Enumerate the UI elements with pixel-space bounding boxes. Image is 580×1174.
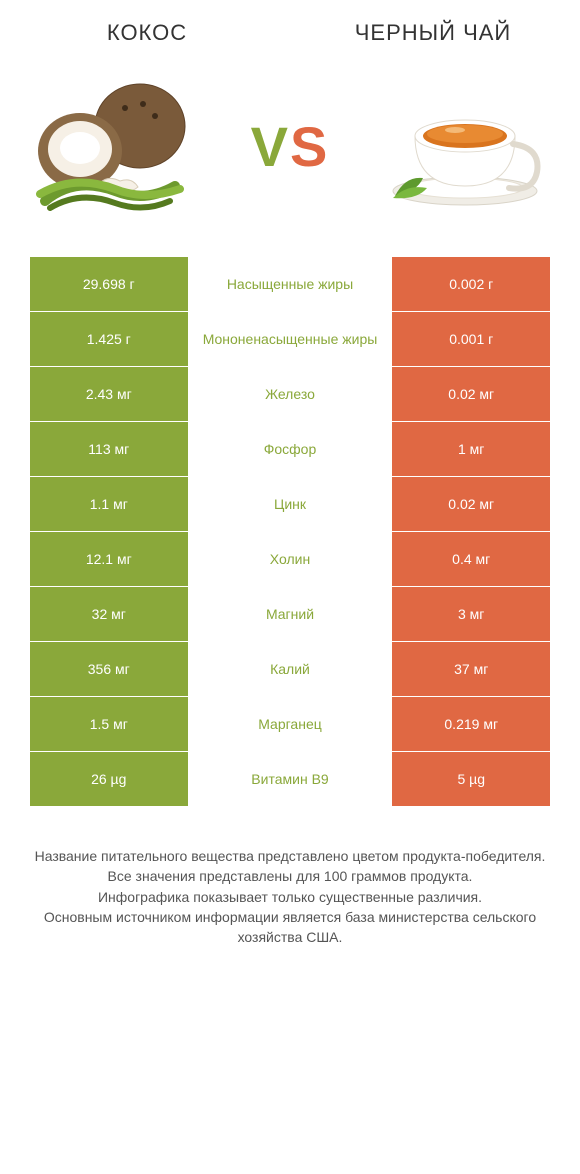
- value-right: 0.219 мг: [392, 697, 550, 751]
- value-left: 356 мг: [30, 642, 188, 696]
- value-left: 29.698 г: [30, 257, 188, 311]
- table-row: 1.5 мгМарганец0.219 мг: [30, 696, 550, 751]
- tea-cup-icon: [375, 66, 555, 226]
- value-right: 37 мг: [392, 642, 550, 696]
- nutrient-label: Фосфор: [188, 422, 393, 476]
- value-left: 2.43 мг: [30, 367, 188, 421]
- value-left: 1.425 г: [30, 312, 188, 366]
- table-row: 12.1 мгХолин0.4 мг: [30, 531, 550, 586]
- nutrient-label: Мононенасыщенные жиры: [188, 312, 393, 366]
- footer-line: Название питательного вещества представл…: [30, 846, 550, 866]
- hero-row: VS: [0, 56, 580, 256]
- value-left: 32 мг: [30, 587, 188, 641]
- table-row: 29.698 гНасыщенные жиры0.002 г: [30, 256, 550, 311]
- title-left: КОКОС: [30, 20, 264, 46]
- value-left: 26 µg: [30, 752, 188, 806]
- value-right: 3 мг: [392, 587, 550, 641]
- nutrient-label: Насыщенные жиры: [188, 257, 393, 311]
- value-right: 5 µg: [392, 752, 550, 806]
- nutrient-label: Холин: [188, 532, 393, 586]
- coconut-icon: [25, 66, 205, 226]
- nutrient-label: Калий: [188, 642, 393, 696]
- vs-v: V: [251, 115, 290, 178]
- value-left: 113 мг: [30, 422, 188, 476]
- coconut-image: [20, 61, 210, 231]
- footer-line: Все значения представлены для 100 граммо…: [30, 866, 550, 886]
- vs-s: S: [290, 115, 329, 178]
- table-row: 26 µgВитамин B95 µg: [30, 751, 550, 806]
- footer-line: Инфографика показывает только существенн…: [30, 887, 550, 907]
- value-right: 0.02 мг: [392, 477, 550, 531]
- value-right: 1 мг: [392, 422, 550, 476]
- table-row: 113 мгФосфор1 мг: [30, 421, 550, 476]
- vs-label: VS: [251, 114, 330, 179]
- nutrient-label: Марганец: [188, 697, 393, 751]
- nutrient-label: Витамин B9: [188, 752, 393, 806]
- footer-notes: Название питательного вещества представл…: [30, 846, 550, 967]
- comparison-table: 29.698 гНасыщенные жиры0.002 г1.425 гМон…: [30, 256, 550, 806]
- value-left: 1.5 мг: [30, 697, 188, 751]
- value-left: 1.1 мг: [30, 477, 188, 531]
- table-row: 32 мгМагний3 мг: [30, 586, 550, 641]
- titles-row: КОКОС ЧЕРНЫЙ ЧАЙ: [0, 0, 580, 56]
- value-left: 12.1 мг: [30, 532, 188, 586]
- value-right: 0.001 г: [392, 312, 550, 366]
- tea-image: [370, 61, 560, 231]
- table-row: 356 мгКалий37 мг: [30, 641, 550, 696]
- table-row: 1.425 гМононенасыщенные жиры0.001 г: [30, 311, 550, 366]
- value-right: 0.002 г: [392, 257, 550, 311]
- nutrient-label: Магний: [188, 587, 393, 641]
- value-right: 0.4 мг: [392, 532, 550, 586]
- title-right: ЧЕРНЫЙ ЧАЙ: [316, 20, 550, 46]
- nutrient-label: Железо: [188, 367, 393, 421]
- table-row: 1.1 мгЦинк0.02 мг: [30, 476, 550, 531]
- table-row: 2.43 мгЖелезо0.02 мг: [30, 366, 550, 421]
- footer-line: Основным источником информации является …: [30, 907, 550, 948]
- nutrient-label: Цинк: [188, 477, 393, 531]
- value-right: 0.02 мг: [392, 367, 550, 421]
